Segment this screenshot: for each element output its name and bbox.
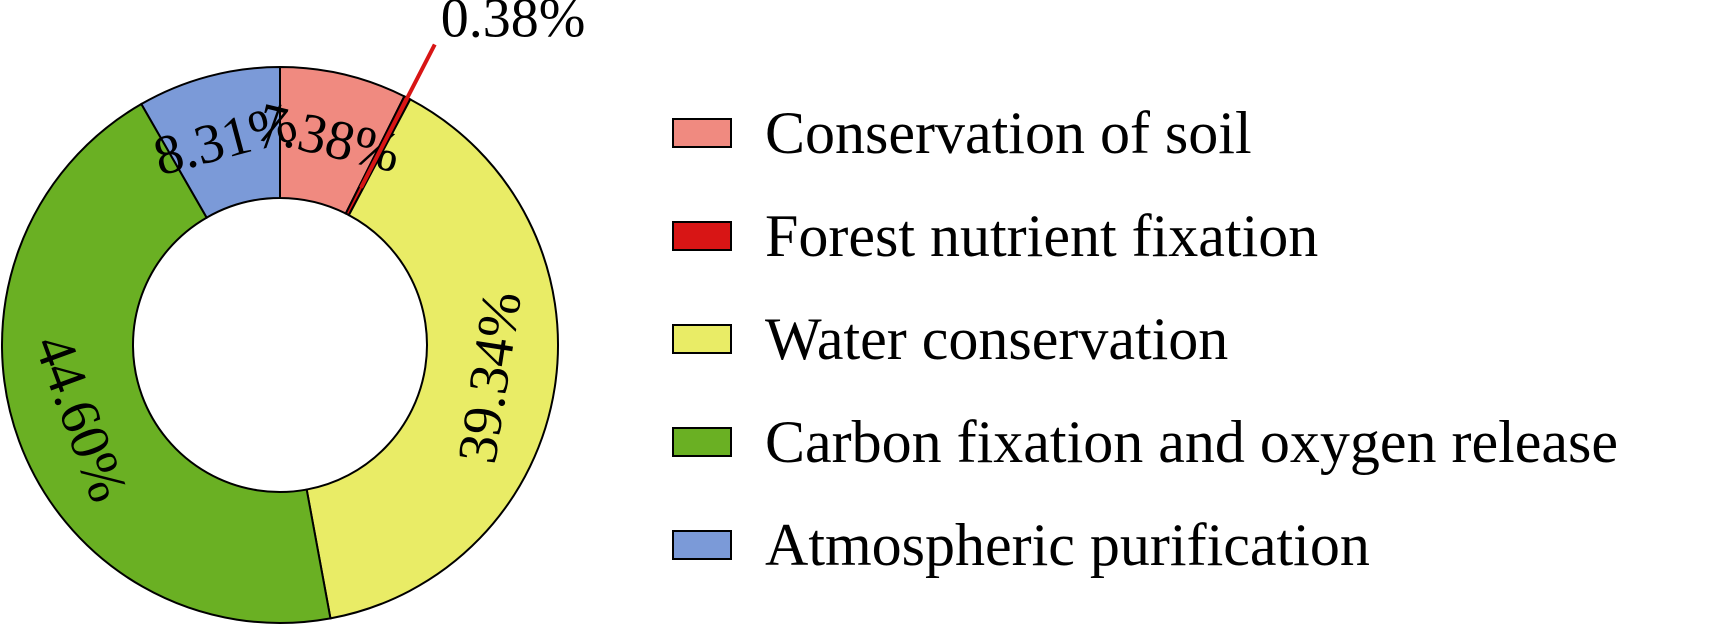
data-label-forest-nutrient-fixation: 0.38% bbox=[441, 0, 586, 50]
legend-label-conservation-of-soil: Conservation of soil bbox=[765, 100, 1252, 166]
legend-label-water-conservation: Water conservation bbox=[765, 306, 1228, 372]
legend-swatch-forest-nutrient-fixation bbox=[672, 221, 732, 251]
legend-label-forest-nutrient-fixation: Forest nutrient fixation bbox=[765, 203, 1318, 269]
legend-swatch-carbon-fixation-and-oxygen-release bbox=[672, 427, 732, 457]
legend-label-carbon-fixation-and-oxygen-release: Carbon fixation and oxygen release bbox=[765, 409, 1618, 475]
legend-swatch-water-conservation bbox=[672, 324, 732, 354]
slice-atmospheric-purification bbox=[140, 65, 281, 219]
legend: Conservation of soil Forest nutrient fixa… bbox=[672, 100, 1618, 578]
leader-line-forest-nutrient-fixation bbox=[359, 43, 437, 189]
legend-label-atmospheric-purification: Atmospheric purification bbox=[765, 512, 1370, 578]
slice-water-conservation bbox=[305, 98, 559, 620]
legend-swatch-atmospheric-purification bbox=[672, 530, 732, 560]
slice-carbon-fixation-and-oxygen-release bbox=[1, 102, 332, 624]
donut-slices bbox=[1, 65, 559, 624]
legend-swatch-conservation-of-soil bbox=[672, 118, 732, 148]
